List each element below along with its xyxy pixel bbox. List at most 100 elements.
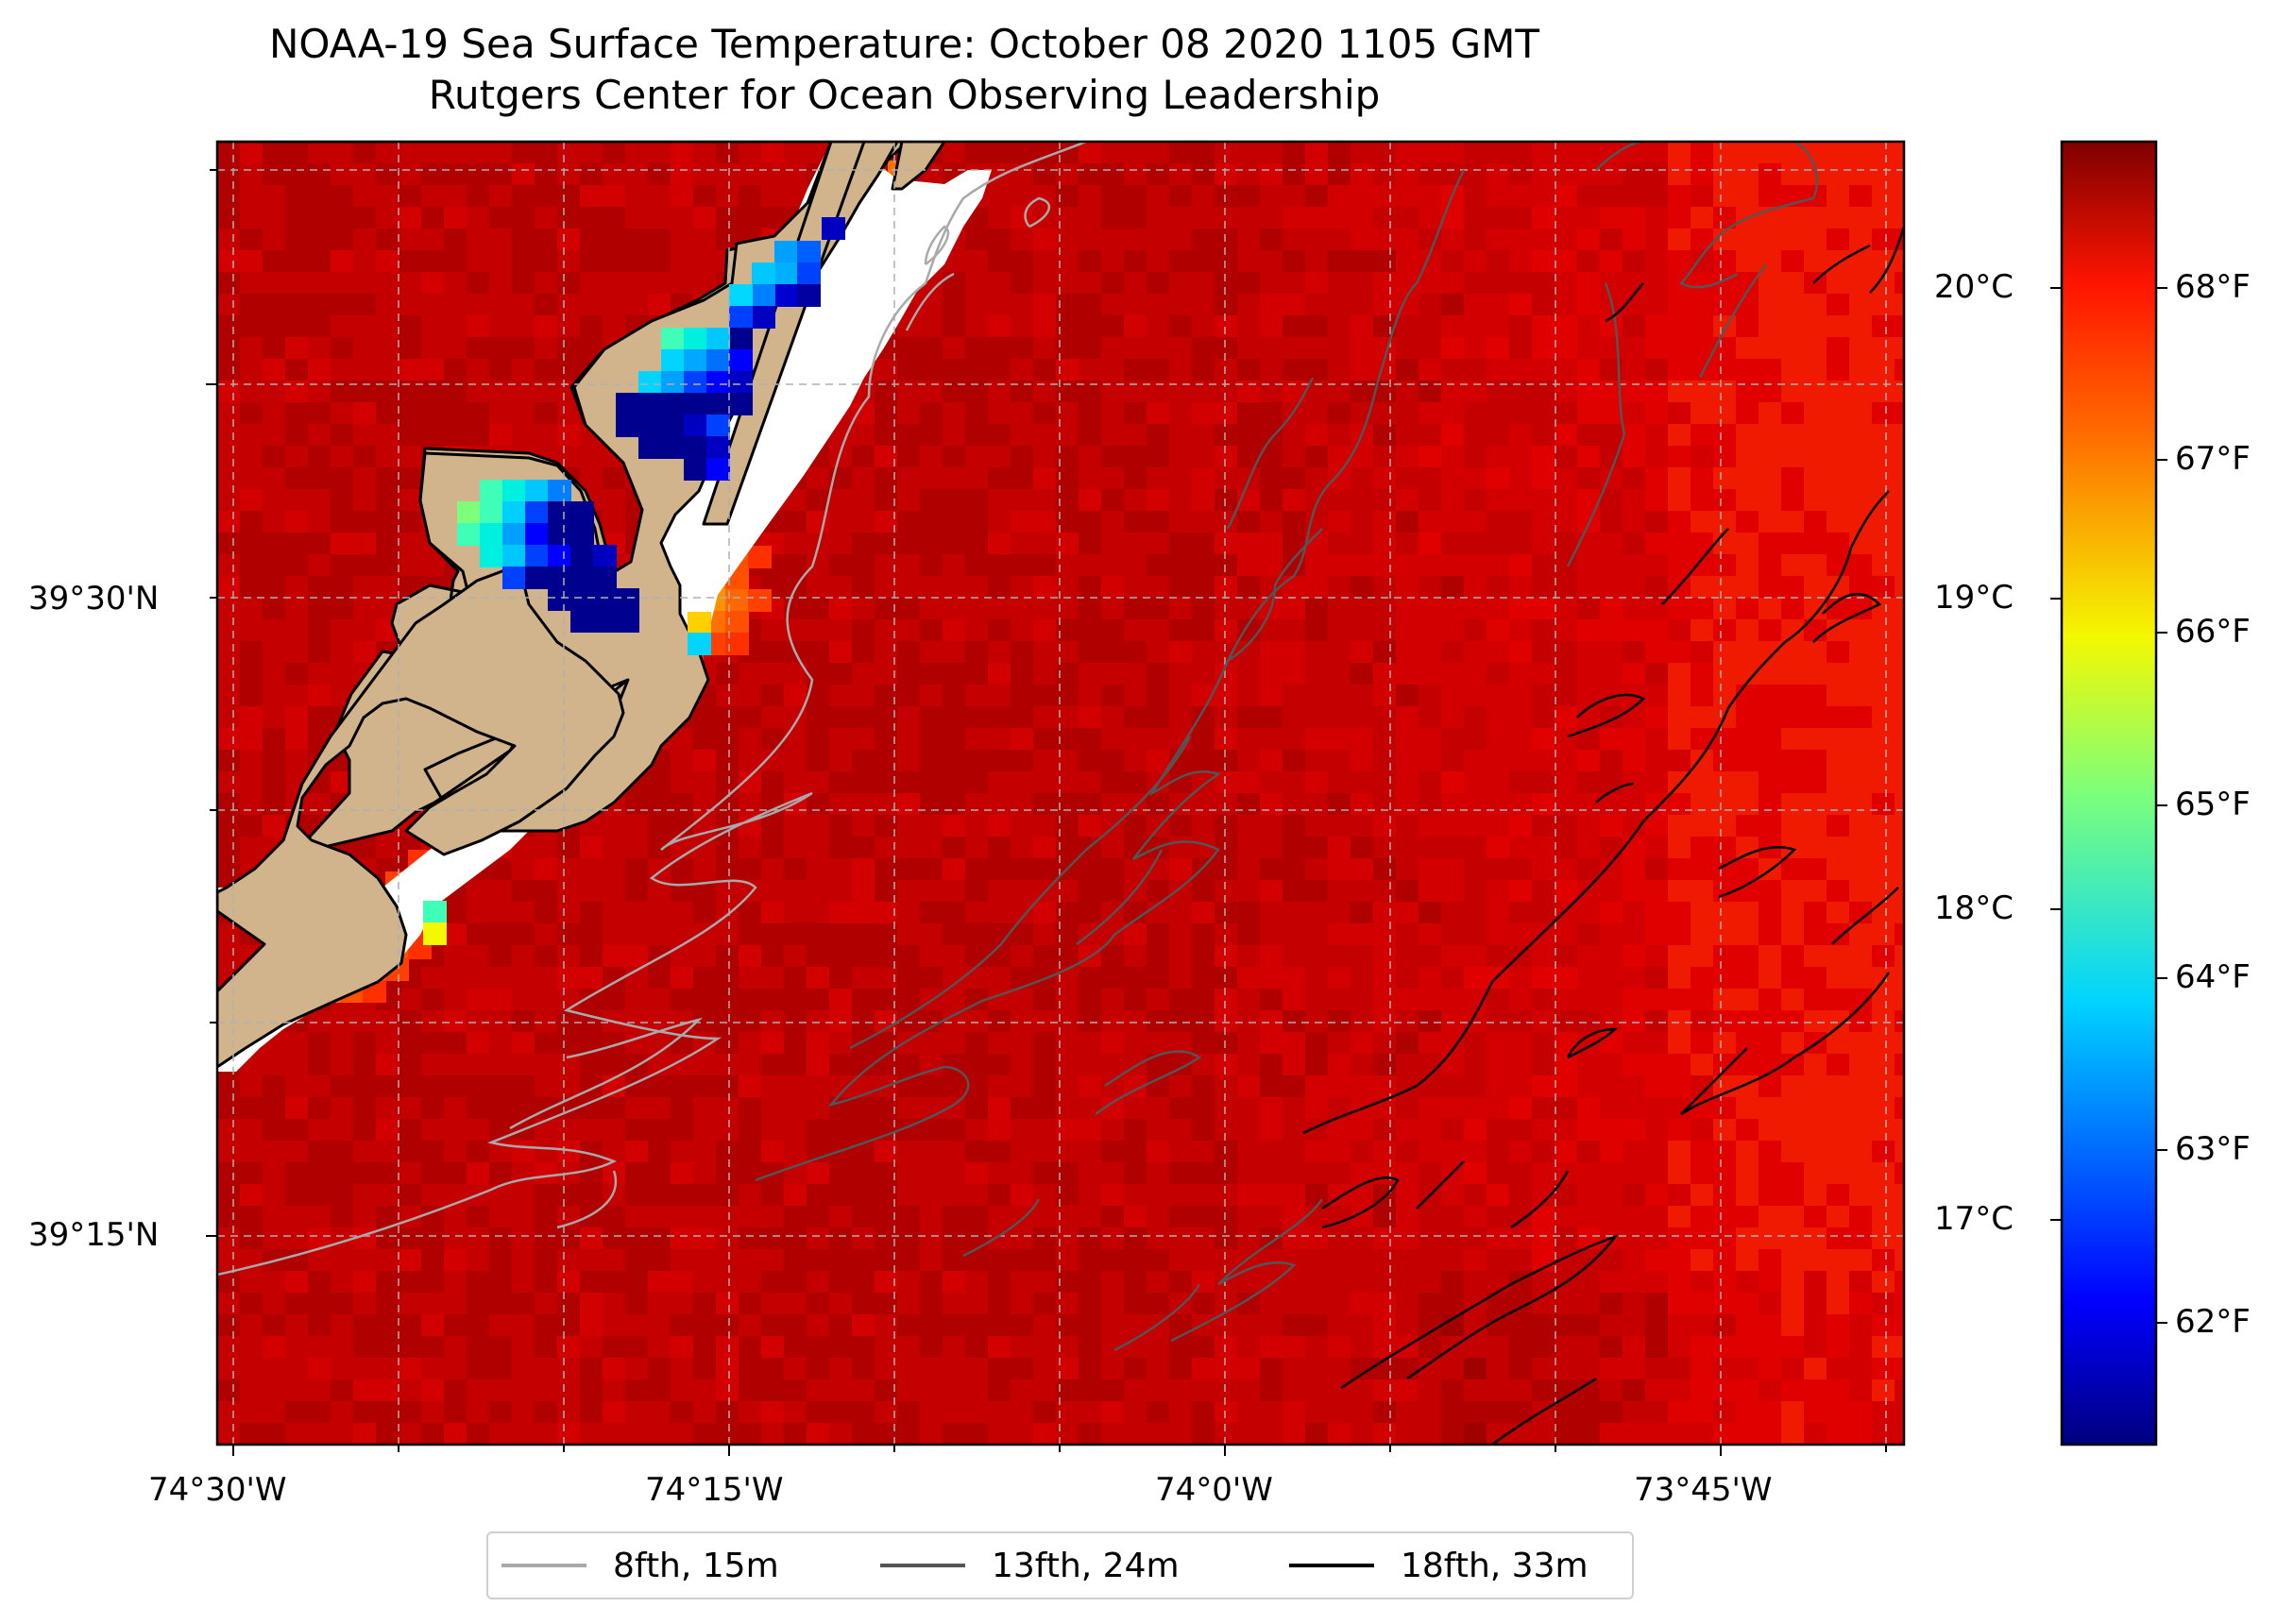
sst-cell	[648, 923, 671, 946]
sst-cell	[1283, 880, 1306, 903]
sst-cell	[897, 1336, 921, 1359]
sst-cell	[1736, 1293, 1759, 1315]
sst-cell	[716, 880, 739, 903]
sst-cell	[1713, 598, 1737, 620]
sst-cell	[1373, 858, 1397, 881]
sst-cell	[1305, 923, 1329, 946]
sst-cell	[1351, 1075, 1374, 1098]
sst-cell	[1759, 554, 1782, 577]
sst-cell	[1124, 1162, 1147, 1185]
sst-cell	[1645, 815, 1669, 837]
sst-cell	[1487, 1314, 1510, 1337]
sst-cell	[1260, 207, 1283, 229]
sst-cell	[1260, 685, 1283, 707]
sst-cell	[1872, 511, 1895, 533]
sst-cell	[988, 1314, 1011, 1337]
sst-cell	[1827, 663, 1850, 685]
sst-cell	[1237, 1162, 1261, 1185]
sst-cell	[1237, 837, 1261, 859]
sst-cell	[1600, 945, 1623, 968]
sst-cell	[1079, 1401, 1102, 1424]
sst-cell	[1555, 685, 1578, 707]
sst-cell	[1532, 1314, 1555, 1337]
sst-cell	[1849, 641, 1873, 664]
sst-cell	[943, 945, 966, 968]
sst-cell	[1691, 706, 1714, 729]
sst-cell	[1169, 815, 1193, 837]
sst-cell	[1577, 272, 1601, 295]
sst-cell	[1124, 750, 1147, 772]
sst-cell	[353, 1184, 377, 1207]
sst-cell	[1169, 489, 1193, 512]
sst-cell	[512, 880, 535, 903]
sst-cell	[1849, 1184, 1873, 1207]
sst-cell	[1351, 706, 1374, 729]
sst-cell	[1759, 294, 1782, 316]
sst-cell	[1283, 142, 1306, 164]
sst-cell	[1804, 533, 1827, 555]
sst-cell	[1827, 402, 1850, 425]
sst-cell	[1033, 228, 1057, 251]
sst-cell	[467, 1075, 490, 1098]
sst-cell	[217, 945, 241, 968]
sst-cell	[1124, 1119, 1147, 1142]
sst-cell	[1668, 923, 1691, 946]
sst-cell	[1827, 641, 1850, 664]
sst-cell	[1441, 1271, 1465, 1294]
sst-cold-cell	[797, 262, 821, 285]
sst-cell	[263, 641, 286, 664]
sst-cell	[988, 1032, 1011, 1055]
sst-cell	[399, 359, 422, 381]
sst-cell	[1849, 489, 1873, 512]
sst-cell	[1691, 294, 1714, 316]
sst-cell	[852, 1423, 875, 1445]
sst-cell	[1215, 1184, 1238, 1207]
legend-item-13fth: 13fth, 24m	[880, 1533, 1180, 1598]
sst-cell	[1011, 685, 1034, 707]
sst-cell	[285, 185, 309, 208]
sst-cell	[1237, 771, 1261, 794]
sst-cell	[308, 663, 331, 685]
sst-cell	[1305, 1206, 1329, 1228]
sst-cell	[1079, 250, 1102, 273]
sst-cell	[399, 337, 422, 360]
sst-cell	[625, 1379, 649, 1402]
sst-cell	[557, 1423, 581, 1445]
sst-cell	[1759, 533, 1782, 555]
legend-swatch-18fth	[1289, 1564, 1374, 1567]
sst-cell	[1713, 1010, 1737, 1033]
sst-cell	[1237, 272, 1261, 295]
sst-cell	[535, 1358, 558, 1380]
sst-cell	[1509, 1075, 1533, 1098]
sst-cell	[1555, 1054, 1578, 1076]
sst-cell	[716, 989, 739, 1011]
sst-cell	[1260, 858, 1283, 881]
sst-cell	[1645, 858, 1669, 881]
sst-cell	[1033, 207, 1057, 229]
sst-cell	[1736, 858, 1759, 881]
sst-cell	[1849, 185, 1873, 208]
sst-cell	[217, 294, 241, 316]
sst-cell	[1487, 1097, 1510, 1120]
sst-cell	[784, 533, 807, 555]
sst-cell	[353, 250, 377, 273]
sst-cell	[444, 250, 467, 273]
sst-cell	[1577, 1075, 1601, 1098]
sst-cell	[308, 533, 331, 555]
sst-cell	[1623, 533, 1646, 555]
sst-cell	[1668, 793, 1691, 816]
sst-cell	[1691, 359, 1714, 381]
sst-cell	[557, 1336, 581, 1359]
sst-cell	[1011, 1249, 1034, 1272]
sst-cell	[1169, 1271, 1193, 1294]
sst-cell	[1305, 641, 1329, 664]
sst-cell	[285, 272, 309, 295]
sst-cell	[1351, 511, 1374, 533]
sst-cell	[1577, 771, 1601, 794]
sst-cell	[761, 207, 785, 229]
sst-cell	[1827, 142, 1850, 164]
sst-cell	[1532, 1075, 1555, 1098]
sst-cell	[1079, 771, 1102, 794]
sst-cell	[716, 1206, 739, 1228]
sst-cell	[1509, 294, 1533, 316]
